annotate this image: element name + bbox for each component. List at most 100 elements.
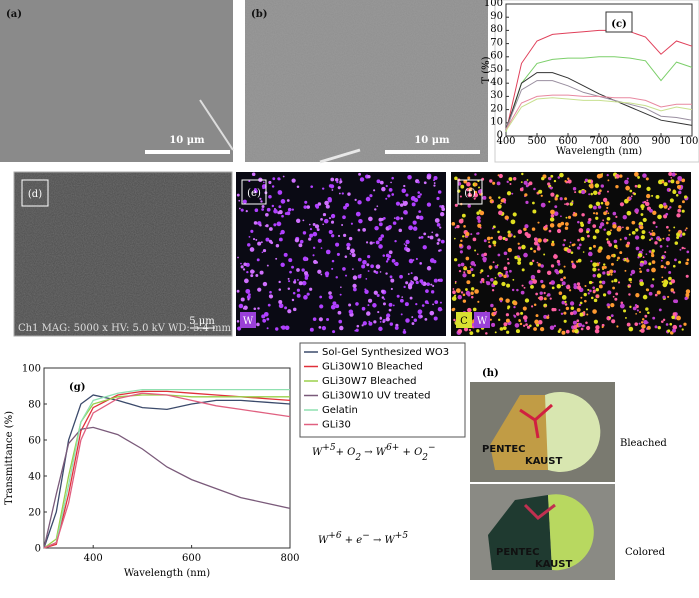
scale-bar [385, 150, 480, 154]
map-dot [508, 177, 513, 181]
map-dot [411, 202, 416, 207]
map-dot [320, 273, 323, 276]
map-dot [572, 320, 577, 325]
map-dot [515, 329, 521, 334]
map-dot [607, 305, 611, 309]
map-dot [335, 304, 340, 309]
map-dot [593, 319, 598, 324]
map-dot [398, 228, 403, 233]
map-dot [685, 274, 689, 278]
map-dot [451, 308, 455, 312]
element-label: C [460, 316, 468, 327]
panel-label: (g) [69, 382, 85, 393]
map-dot [412, 220, 417, 225]
map-dot [515, 325, 518, 328]
map-dot [547, 314, 550, 317]
map-dot [603, 263, 606, 266]
map-dot [563, 276, 566, 280]
map-dot [248, 293, 251, 297]
sem-texture [245, 0, 488, 162]
map-dot [505, 313, 510, 317]
map-dot [256, 258, 260, 262]
map-dot [646, 325, 651, 330]
map-dot [628, 277, 632, 282]
map-dot [596, 231, 598, 233]
map-dot [652, 278, 655, 281]
map-dot [564, 197, 568, 201]
map-dot [417, 191, 421, 194]
map-dot [571, 260, 574, 264]
map-dot [602, 293, 607, 297]
map-dot [498, 273, 502, 278]
map-dot [569, 202, 574, 206]
map-dot [291, 208, 294, 211]
map-dot [521, 268, 525, 272]
map-dot [592, 289, 596, 293]
map-dot [379, 321, 382, 323]
map-dot [462, 299, 467, 303]
map-dot [678, 260, 682, 264]
map-dot [663, 202, 667, 206]
map-dot [246, 295, 251, 300]
map-dot [657, 326, 661, 330]
map-dot [261, 204, 265, 208]
y-tick-label: 10 [490, 117, 503, 128]
map-dot [479, 271, 482, 274]
map-dot [533, 241, 539, 246]
map-dot [291, 298, 295, 302]
map-dot [682, 232, 686, 236]
map-dot [517, 229, 523, 235]
map-dot [522, 324, 526, 327]
map-dot [405, 281, 409, 285]
map-dot [374, 225, 379, 231]
map-dot [252, 270, 255, 273]
map-dot [499, 327, 504, 331]
map-dot [434, 218, 440, 223]
map-dot [558, 269, 564, 274]
y-tick-label: 30 [490, 90, 503, 101]
map-dot [431, 231, 434, 234]
map-dot [346, 246, 350, 251]
map-dot [491, 227, 494, 230]
x-tick-label: 900 [651, 136, 670, 147]
map-dot [650, 284, 654, 288]
map-dot [432, 284, 435, 288]
leaf [523, 503, 556, 520]
map-dot [401, 188, 407, 194]
equation-part: − [428, 443, 436, 453]
map-dot [526, 325, 531, 329]
map-dot [278, 303, 284, 309]
equation-part: W [318, 535, 329, 546]
map-dot [674, 258, 677, 262]
map-dot [549, 297, 552, 300]
map-dot [382, 217, 386, 220]
map-dot [392, 221, 397, 225]
map-dot [524, 224, 529, 229]
legend-label: GLi30W10 UV treated [322, 391, 430, 402]
map-dot [337, 186, 341, 190]
map-dot [403, 243, 406, 245]
map-dot [613, 270, 617, 273]
sem-texture [14, 172, 232, 336]
map-dot [405, 239, 410, 245]
map-dot [606, 240, 611, 244]
map-dot [540, 264, 544, 268]
map-dot [284, 306, 288, 310]
map-dot [454, 294, 457, 297]
map-dot [505, 272, 508, 276]
map-dot [620, 301, 624, 305]
map-dot [667, 329, 671, 333]
y-tick-label: 80 [28, 400, 41, 411]
map-dot [664, 251, 667, 254]
map-dot [642, 256, 645, 259]
map-dot [342, 267, 346, 271]
fiber [199, 99, 234, 151]
leaf [519, 403, 553, 439]
map-dot [592, 235, 597, 240]
map-dot [497, 253, 501, 257]
map-dot [506, 180, 509, 184]
map-dot [293, 279, 297, 282]
map-dot [395, 201, 401, 206]
map-dot [433, 176, 438, 181]
map-dot [467, 204, 471, 208]
